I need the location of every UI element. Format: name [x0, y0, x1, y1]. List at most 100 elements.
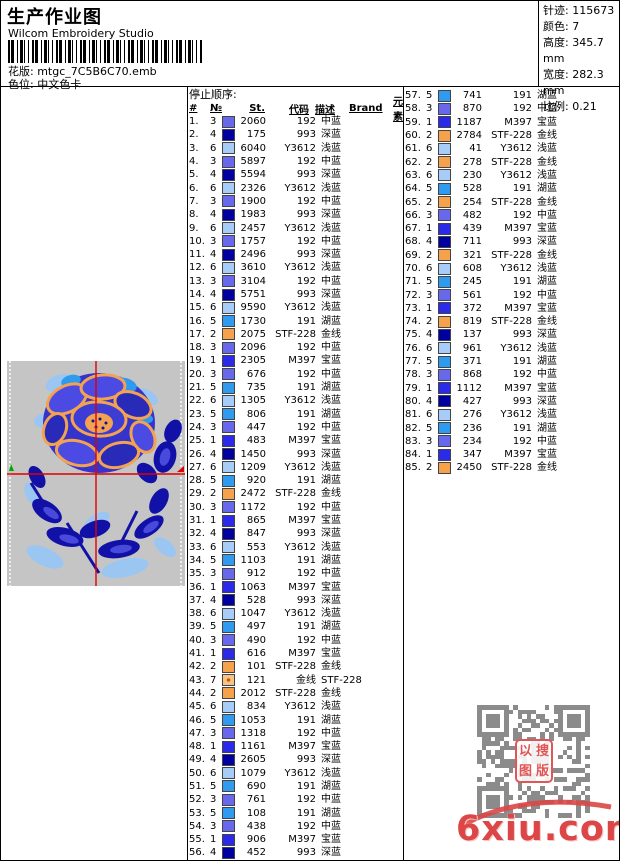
stitch-count: 490 — [246, 634, 266, 646]
stitch-count: 1053 — [240, 714, 266, 726]
needle-number: 3 — [210, 634, 217, 646]
thread-description: 宝蓝 — [537, 116, 557, 128]
thread-description: 浅蓝 — [321, 395, 341, 407]
thread-description: 中蓝 — [537, 289, 557, 301]
thread-code: 金线 — [296, 674, 316, 686]
needle-number: 5 — [210, 714, 217, 726]
color-stop-row: 21. 5 735 191 湖蓝 — [189, 381, 402, 394]
thread-code: 993 — [296, 129, 316, 141]
row-index: 69. — [405, 249, 421, 261]
thread-description: 中蓝 — [321, 634, 341, 646]
thread-description: 深蓝 — [321, 847, 341, 859]
color-stop-row: 83. 3 234 192 中蓝 — [405, 435, 619, 448]
thread-code: 191 — [296, 315, 316, 327]
stitch-count: 121 — [246, 674, 266, 686]
thread-color-swatch — [222, 341, 235, 354]
thread-code: 192 — [296, 421, 316, 433]
needle-number: 1 — [210, 435, 217, 447]
thread-code: Y3612 — [284, 142, 316, 154]
thread-code: STF-228 — [491, 130, 532, 142]
thread-code: 191 — [512, 90, 532, 102]
needle-number: 5 — [426, 422, 433, 434]
app-subtitle: Wilcom Embroidery Studio — [8, 27, 154, 40]
divider-table-columns — [403, 87, 404, 860]
thread-code: 192 — [512, 209, 532, 221]
color-stop-row: 71. 5 245 191 湖蓝 — [405, 275, 619, 288]
row-index: 8. — [189, 209, 199, 221]
thread-description: 浅蓝 — [321, 222, 341, 234]
thread-color-swatch — [222, 807, 235, 820]
color-stop-row: 15. 6 9590 Y3612 浅蓝 — [189, 301, 402, 314]
color-stop-row: 50. 6 1079 Y3612 浅蓝 — [189, 767, 402, 780]
thread-color-swatch — [222, 261, 235, 274]
thread-code: STF-228 — [491, 156, 532, 168]
thread-color-swatch — [438, 129, 451, 142]
stitch-count: 608 — [462, 263, 482, 274]
thread-description: STF-228 — [321, 674, 362, 686]
thread-color-swatch — [222, 833, 235, 846]
thread-description: 深蓝 — [321, 448, 341, 460]
thread-color-swatch — [222, 248, 235, 261]
thread-description: 中蓝 — [537, 435, 557, 447]
design-preview — [7, 361, 185, 586]
needle-number: 3 — [426, 369, 433, 381]
stitch-count: 347 — [462, 449, 482, 461]
stitch-count: 870 — [462, 103, 482, 115]
thread-description: 中蓝 — [537, 209, 557, 221]
thread-description: 中蓝 — [321, 156, 341, 168]
thread-description: 浅蓝 — [321, 608, 341, 620]
thread-color-swatch — [222, 846, 235, 859]
needle-number: 4 — [210, 129, 217, 141]
row-index: 72. — [405, 289, 421, 301]
end-marker-icon — [177, 466, 184, 472]
thread-color-swatch — [222, 434, 235, 447]
thread-color-swatch — [222, 501, 235, 514]
stitch-count: 101 — [246, 661, 266, 673]
thread-description: 湖蓝 — [321, 408, 341, 420]
stitch-count: 741 — [462, 90, 482, 102]
thread-code: M397 — [288, 834, 316, 846]
thread-code: STF-228 — [491, 249, 532, 261]
row-index: 24. — [189, 421, 205, 433]
needle-number: 7 — [210, 674, 217, 686]
row-index: 37. — [189, 594, 205, 606]
color-stop-row: 76. 6 961 Y3612 浅蓝 — [405, 342, 619, 355]
color-stop-row: 60. 2 2784 STF-228 金线 — [405, 129, 619, 142]
needle-number: 3 — [426, 103, 433, 115]
thread-color-swatch — [222, 700, 235, 713]
thread-color-swatch — [222, 315, 235, 328]
row-index: 74. — [405, 316, 421, 328]
thread-color-swatch — [438, 342, 451, 355]
stamp-char: 以 — [518, 743, 532, 759]
stitch-count: 2096 — [240, 342, 266, 354]
stitch-count: 735 — [246, 382, 266, 394]
row-index: 77. — [405, 356, 421, 368]
row-index: 9. — [189, 222, 199, 234]
thread-description: 浅蓝 — [537, 169, 557, 181]
thread-color-swatch — [438, 355, 451, 368]
color-stop-row: 70. 6 608 Y3612 浅蓝 — [405, 262, 619, 275]
thread-color-swatch — [222, 408, 235, 421]
row-index: 65. — [405, 196, 421, 208]
thread-color-swatch — [222, 381, 235, 394]
color-stop-row: 1. 3 2060 192 中蓝 — [189, 115, 402, 128]
thread-color-swatch — [222, 474, 235, 487]
thread-color-swatch — [438, 275, 451, 288]
thread-color-swatch — [438, 222, 451, 235]
row-index: 28. — [189, 475, 205, 487]
thread-code: 192 — [296, 794, 316, 806]
row-index: 45. — [189, 701, 205, 713]
color-stop-row: 79. 1 1112 M397 宝蓝 — [405, 382, 619, 395]
pattern-file-line: 花版: mtgc_7C5B6C70.emb — [8, 63, 157, 79]
stitch-count: 1209 — [240, 461, 266, 473]
color-stop-row: 3. 6 6040 Y3612 浅蓝 — [189, 142, 402, 155]
thread-description: 深蓝 — [537, 395, 557, 407]
color-stop-row: 16. 5 1730 191 湖蓝 — [189, 314, 402, 328]
color-stop-row: 63. 6 230 Y3612 浅蓝 — [405, 169, 619, 182]
thread-color-swatch — [222, 115, 235, 128]
thread-description: 中蓝 — [321, 195, 341, 207]
thread-color-swatch — [438, 142, 451, 155]
needle-number: 5 — [426, 183, 433, 195]
color-stop-row: 8. 4 1983 993 深蓝 — [189, 208, 402, 221]
row-index: 10. — [189, 235, 205, 247]
